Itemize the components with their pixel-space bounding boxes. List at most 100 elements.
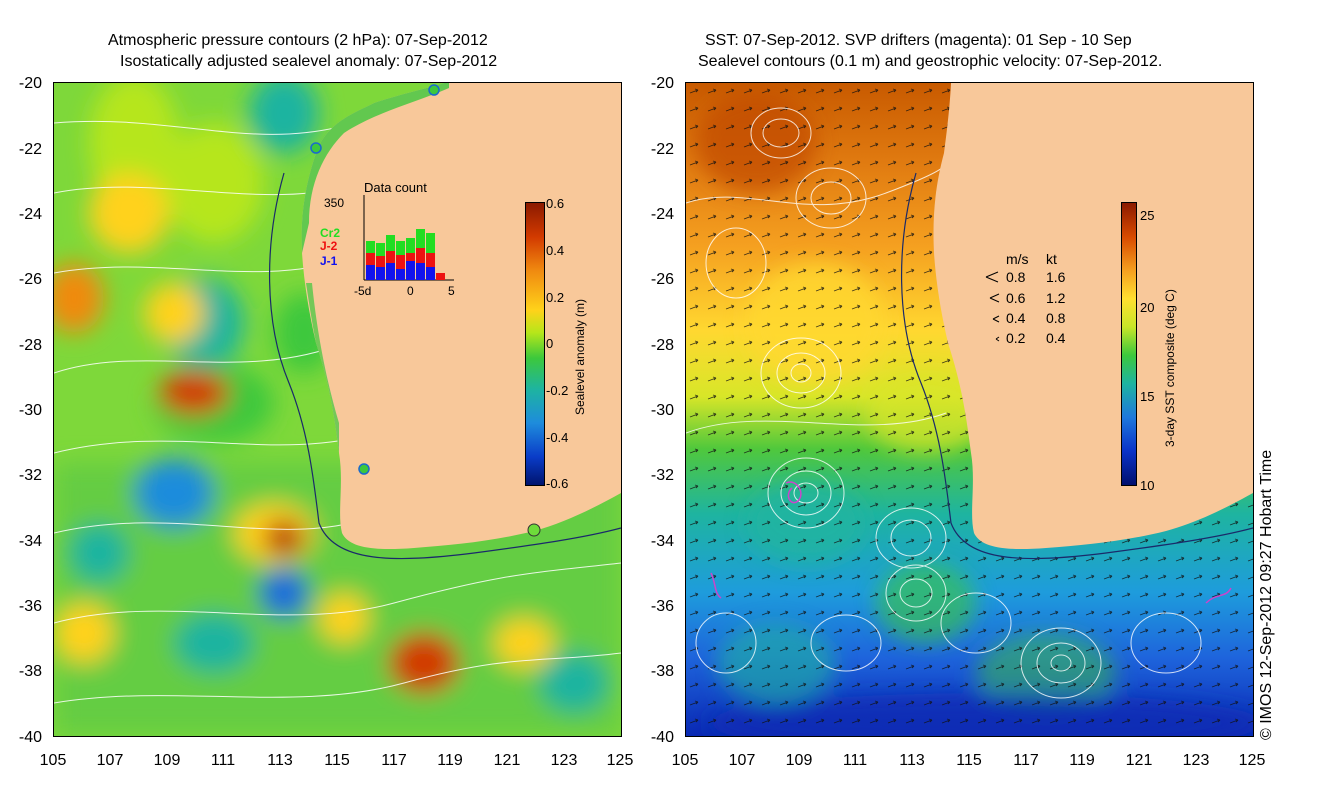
y-tick-label: -38 — [651, 663, 674, 680]
x-tick-label: 117 — [381, 752, 407, 769]
x-tick-label: 125 — [607, 752, 634, 769]
y-tick-label: -22 — [19, 141, 42, 158]
velocity-arrow-icon — [985, 271, 999, 283]
x-tick-label: 125 — [1239, 752, 1266, 769]
shelf-break-contour — [268, 172, 621, 560]
x-tick-label: 111 — [843, 752, 867, 769]
y-tick-label: -26 — [19, 271, 42, 288]
y-tick-label: -30 — [651, 402, 674, 419]
x-tick-label: 117 — [1013, 752, 1039, 769]
velocity-legend: m/s kt 0.8 1.6 0.6 1.2 0.4 0.8 0.2 0.4 — [985, 251, 1066, 346]
x-tick-label: 105 — [40, 752, 67, 769]
colorbar-tick: 25 — [1140, 208, 1154, 223]
left-title-line-2: Isostatically adjusted sealevel anomaly:… — [120, 53, 498, 70]
y-tick-label: -32 — [19, 467, 42, 484]
colorbar-tick: 10 — [1140, 478, 1154, 493]
colorbar-tick: 20 — [1140, 300, 1154, 315]
colorbar-tick: -0.2 — [546, 383, 568, 398]
velocity-unit-kt: kt — [1046, 251, 1057, 267]
right-map: m/s kt 0.8 1.6 0.6 1.2 0.4 0.8 0.2 0.4 — [685, 82, 1254, 737]
y-tick-label: -38 — [19, 663, 42, 680]
right-title-line-1: SST: 07-Sep-2012. SVP drifters (magenta)… — [705, 32, 1132, 49]
colorbar-tick: -0.6 — [546, 476, 568, 491]
y-tick-label: -40 — [19, 729, 42, 746]
right-x-axis: 105 107 109 111 113 115 117 119 121 123 … — [672, 752, 1266, 769]
left-title-line-1: Atmospheric pressure contours (2 hPa): 0… — [108, 32, 488, 49]
velocity-arrow-icon — [992, 315, 1000, 323]
data-count-x-tick: 0 — [407, 284, 414, 298]
x-tick-label: 111 — [211, 752, 235, 769]
sla-colorbar-label: Sealevel anomaly (m) — [573, 299, 587, 415]
imos-credit: © IMOS 12-Sep-2012 09:27 Hobart Time — [1258, 449, 1275, 740]
tide-gauge-marker[interactable] — [310, 142, 322, 154]
y-tick-label: -28 — [651, 337, 674, 354]
x-tick-label: 107 — [729, 752, 756, 769]
sst-colorbar-label: 3-day SST composite (deg C) — [1163, 289, 1177, 447]
x-tick-label: 105 — [672, 752, 699, 769]
x-tick-label: 121 — [494, 752, 521, 769]
velocity-kt: 1.2 — [1046, 290, 1066, 306]
legend-cr2: Cr2 — [320, 226, 340, 240]
velocity-kt: 1.6 — [1046, 269, 1066, 285]
velocity-arrow-icon — [995, 336, 1000, 342]
left-y-axis: -20 -22 -24 -26 -28 -30 -32 -34 -36 -38 … — [19, 75, 42, 746]
y-tick-label: -24 — [19, 206, 42, 223]
colorbar-tick: 0 — [546, 336, 553, 351]
velocity-ms: 0.8 — [1006, 269, 1026, 285]
x-tick-label: 115 — [324, 752, 350, 769]
velocity-ms: 0.4 — [1006, 310, 1026, 326]
x-tick-label: 109 — [786, 752, 813, 769]
x-tick-label: 113 — [899, 752, 925, 769]
x-tick-label: 123 — [551, 752, 578, 769]
tide-gauge-marker[interactable] — [428, 84, 440, 96]
legend-j1: J-1 — [320, 254, 338, 268]
y-tick-label: -26 — [651, 271, 674, 288]
y-tick-label: -32 — [651, 467, 674, 484]
sst-field: m/s kt 0.8 1.6 0.6 1.2 0.4 0.8 0.2 0.4 — [686, 83, 1253, 736]
right-title-line-2: Sealevel contours (0.1 m) and geostrophi… — [698, 53, 1163, 70]
velocity-kt: 0.4 — [1046, 330, 1066, 346]
colorbar-label: 3-day SST composite (deg C) — [1163, 289, 1177, 447]
y-tick-label: -20 — [19, 75, 42, 92]
x-tick-label: 121 — [1126, 752, 1153, 769]
velocity-unit-ms: m/s — [1006, 251, 1029, 267]
colorbar-tick: 0.4 — [546, 243, 564, 258]
shelf-break-contour — [900, 172, 1253, 560]
sla-colorbar-ticks: 0.6 0.4 0.2 0 -0.2 -0.4 -0.6 — [546, 196, 568, 491]
svp-drifter-tracks[interactable] — [710, 481, 1232, 604]
y-tick-label: -40 — [651, 729, 674, 746]
data-count-title: Data count — [364, 180, 427, 195]
y-tick-label: -34 — [19, 533, 42, 550]
colorbar-tick: 0.6 — [546, 196, 564, 211]
tide-gauge-marker[interactable] — [527, 523, 541, 537]
x-tick-label: 113 — [267, 752, 293, 769]
y-tick-label: -30 — [19, 402, 42, 419]
tide-gauge-marker[interactable] — [358, 463, 370, 475]
y-tick-label: -34 — [651, 533, 674, 550]
y-tick-label: -36 — [651, 598, 674, 615]
velocity-arrow-icon — [989, 293, 1000, 303]
right-y-axis: -20 -22 -24 -26 -28 -30 -32 -34 -36 -38 … — [651, 75, 674, 746]
colorbar-label: Sealevel anomaly (m) — [573, 299, 587, 415]
x-tick-label: 109 — [154, 752, 181, 769]
sea-level-anomaly-field: Data count 350 Cr2 J-2 J-1 -5d 0 5 — [54, 83, 621, 736]
data-count-y-max: 350 — [324, 196, 344, 210]
left-x-axis: 105 107 109 111 113 115 117 119 121 123 … — [40, 752, 634, 769]
colorbar-tick: 0.2 — [546, 290, 564, 305]
colorbar-tick: 15 — [1140, 389, 1154, 404]
data-count-bars — [366, 229, 445, 280]
sla-colorbar — [525, 202, 545, 486]
land-western-australia — [933, 83, 1253, 550]
y-tick-label: -24 — [651, 206, 674, 223]
x-tick-label: 107 — [97, 752, 124, 769]
data-count-x-tick: -5d — [354, 284, 371, 298]
colorbar-tick: -0.4 — [546, 430, 568, 445]
y-tick-label: -20 — [651, 75, 674, 92]
data-count-inset: Data count 350 Cr2 J-2 J-1 -5d 0 5 — [320, 180, 455, 298]
x-tick-label: 119 — [437, 752, 463, 769]
y-tick-label: -22 — [651, 141, 674, 158]
velocity-ms: 0.2 — [1006, 330, 1026, 346]
x-tick-label: 123 — [1183, 752, 1210, 769]
data-count-x-tick: 5 — [448, 284, 455, 298]
legend-j2: J-2 — [320, 239, 338, 253]
